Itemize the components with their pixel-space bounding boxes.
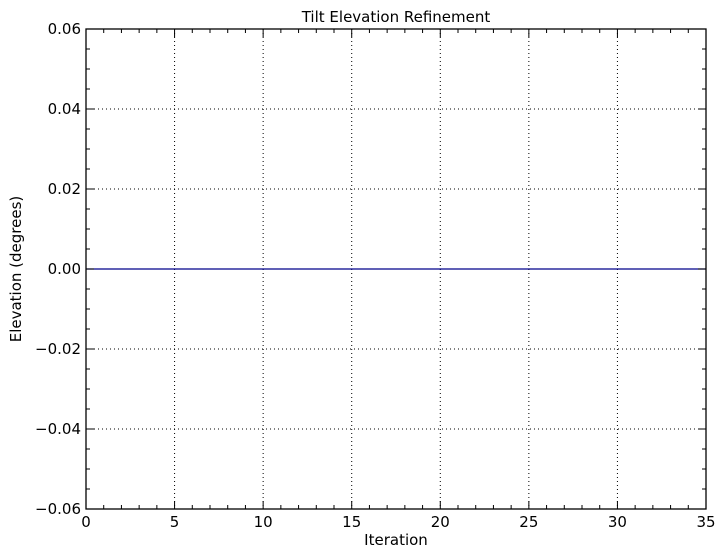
x-tick-label: 5 bbox=[170, 513, 180, 531]
x-tick-label: 0 bbox=[81, 513, 91, 531]
y-axis-label: Elevation (degrees) bbox=[7, 196, 25, 343]
y-tick-label: −0.06 bbox=[35, 500, 81, 518]
y-tick-label: 0.00 bbox=[48, 260, 81, 278]
x-tick-label: 10 bbox=[254, 513, 273, 531]
y-tick-label: −0.04 bbox=[35, 420, 81, 438]
x-tick-label: 35 bbox=[696, 513, 715, 531]
x-axis-label: Iteration bbox=[364, 531, 428, 549]
y-tick-label: −0.02 bbox=[35, 340, 81, 358]
y-tick-label: 0.04 bbox=[48, 100, 81, 118]
ticks: 0 5 10 15 20 25 30 35 −0.06 −0.04 −0.02 0.00 0.02 0.0… bbox=[35, 20, 716, 531]
x-tick-label: 15 bbox=[342, 513, 361, 531]
x-tick-label: 30 bbox=[608, 513, 627, 531]
y-tick-label: 0.06 bbox=[48, 20, 81, 38]
y-tick-label: 0.02 bbox=[48, 180, 81, 198]
x-tick-label: 20 bbox=[431, 513, 450, 531]
chart-title: Tilt Elevation Refinement bbox=[301, 8, 491, 26]
x-tick-label: 25 bbox=[519, 513, 538, 531]
plot-frame bbox=[85, 28, 707, 510]
